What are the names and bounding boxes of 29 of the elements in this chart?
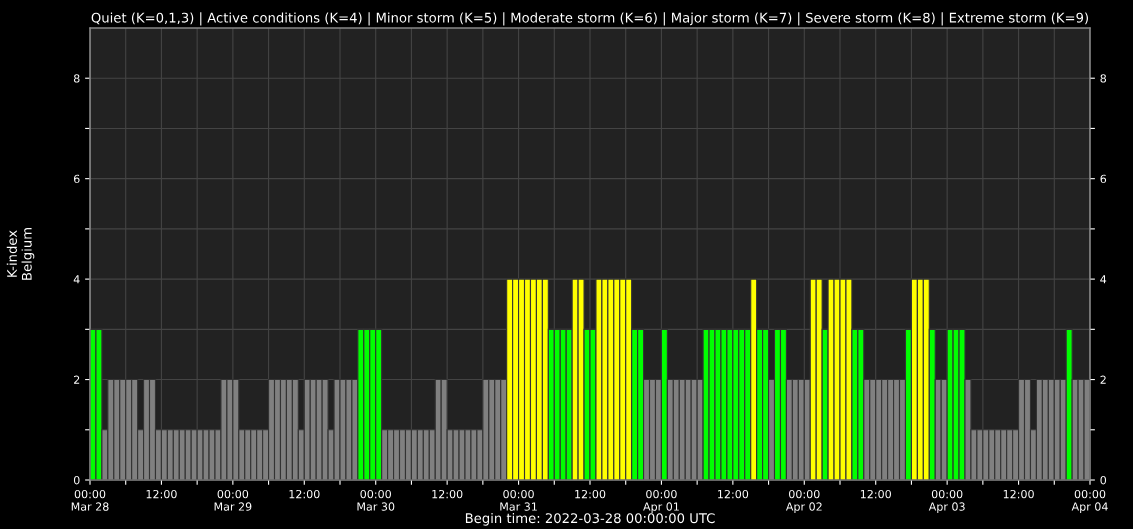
y2-tick-label: 0 [1100,475,1107,485]
x-tick-label: 00:00 Mar 28 [71,489,109,511]
x-tick-label: 12:00 [289,489,320,499]
x-axis-title: Begin time: 2022-03-28 00:00:00 UTC [465,512,715,526]
y-tick-label: 0 [73,475,80,485]
y-tick-label: 6 [73,174,80,184]
x-tick-label: 00:00 Mar 31 [500,489,537,511]
x-tick-label: 00:00 Mar 30 [357,489,395,511]
y2-tick-label: 8 [1100,74,1107,83]
y-tick-label: 2 [74,375,80,384]
x-tick-label: 12:00 [146,489,177,499]
y2-tick-label: 4 [1100,275,1107,284]
y-axis-title: K-index Belgium [6,228,35,280]
x-tick-label: 12:00 [575,489,606,499]
x-tick-label: 00:00 Apr 04 [1071,489,1108,513]
x-tick-label: 00:00 Mar 29 [214,489,252,511]
bar [95,328,103,480]
x-tick-label: 12:00 [1003,489,1034,499]
x-tick-label: 12:00 [860,489,891,499]
y-tick-label: 8 [73,74,80,83]
x-tick-label: 12:00 [432,489,463,499]
y2-tick-label: 2 [1100,375,1106,384]
x-tick-label: 00:00 Apr 03 [928,489,965,513]
x-tick-label: 00:00 Apr 01 [643,489,679,513]
chart-title: Quiet (K=0,1,3) | Active conditions (K=4) | Minor storm (K=5) | Moderate storm (K=6) | Major storm (K=7) | Severe storm (K=8) | Extreme storm (K=9) [91,12,1088,26]
y-tick-label: 4 [73,275,80,284]
x-tick-label: 12:00 [718,489,749,499]
y2-tick-label: 6 [1100,174,1107,184]
x-tick-label: 00:00 Apr 02 [785,489,822,513]
